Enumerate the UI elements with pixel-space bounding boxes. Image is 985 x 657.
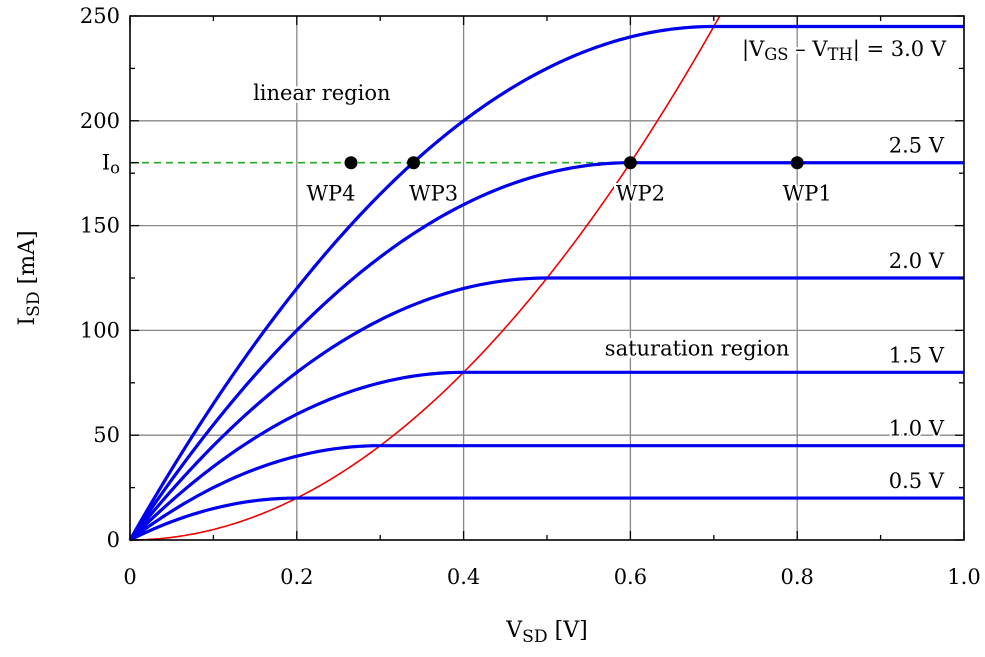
iv-curve-0 (129, 496, 964, 542)
x-tick-label-2: 0.4 (447, 565, 480, 589)
curve-label-4: 2.5 V (889, 134, 945, 158)
y-tick-label-5: 250 (80, 4, 120, 28)
x-tick-label-3: 0.6 (614, 565, 647, 589)
x-tick-label-5: 1.0 (947, 565, 980, 589)
curves (128, 15, 964, 542)
working-point-wp3 (407, 156, 421, 170)
y-tick-label-0: 0 (107, 528, 120, 552)
ticks (129, 15, 965, 541)
working-point-label-wp1: WP1 (783, 182, 832, 206)
x-tick-label-1: 0.2 (280, 565, 313, 589)
curve-label-2: 1.5 V (889, 343, 945, 367)
y-tick-label-io: Io (102, 151, 120, 178)
curve-label-1: 1.0 V (889, 417, 945, 441)
y-tick-label-2: 100 (80, 318, 120, 342)
y-axis-title: ISD [mA] (15, 230, 44, 325)
x-tick-label-4: 0.8 (780, 565, 813, 589)
working-point-wp4 (344, 156, 358, 170)
working-point-label-wp4: WP4 (306, 182, 355, 206)
curve-label-top: |VGS – VTH| = 3.0 V (742, 37, 947, 64)
iv-curve-2 (128, 370, 964, 542)
region-annotation-0: linear region (253, 81, 390, 105)
x-tick-label-0: 0 (123, 565, 136, 589)
region-annotation-1: saturation region (605, 337, 790, 361)
y-tick-label-4: 200 (80, 109, 120, 133)
working-point-label-wp2: WP2 (616, 182, 665, 206)
grid (130, 16, 964, 540)
x-axis-title: VSD [V] (505, 618, 587, 647)
labels: 0 0.2 0.4 0.6 0.8 1.0 0 50 100 150 200 250 Io VSD [V]… (15, 4, 981, 647)
iv-curve-5 (128, 24, 964, 541)
working-point-wp2 (623, 156, 637, 170)
iv-curve-3 (128, 276, 964, 541)
iv-curve-4 (128, 161, 964, 541)
y-tick-label-3: 150 (80, 214, 120, 238)
working-point-label-wp3: WP3 (409, 182, 458, 206)
saturation-boundary-curve (129, 15, 721, 541)
curve-label-3: 2.0 V (889, 249, 945, 273)
y-tick-label-1: 50 (93, 423, 120, 447)
curve-label-0: 0.5 V (889, 469, 945, 493)
iv-curve-1 (129, 444, 964, 542)
working-point-wp1 (790, 156, 804, 170)
